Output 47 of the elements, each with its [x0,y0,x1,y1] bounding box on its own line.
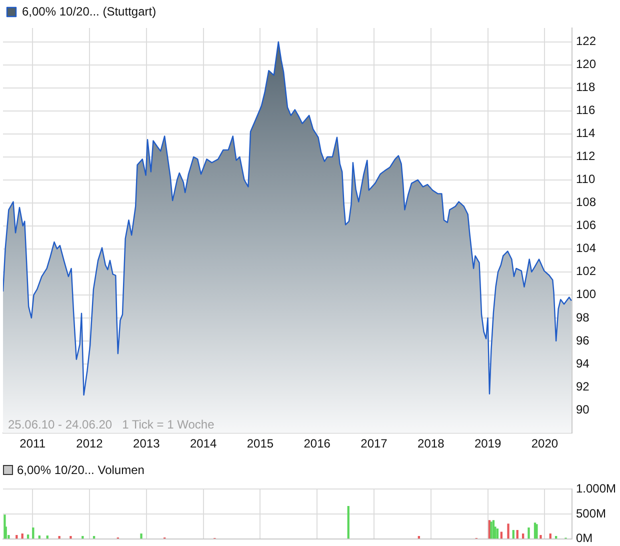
y-tick-label: 92 [576,379,590,394]
y-tick-label: 104 [576,241,596,256]
y-tick-label: 100 [576,287,596,302]
bar [522,534,524,539]
chart-title: 6,00% 10/20... Volumen [17,463,144,477]
y-tick-label: 110 [576,172,596,186]
bar [21,534,24,539]
x-tick-label: 2017 [360,436,388,451]
bar [70,536,72,539]
y-tick-label: 116 [576,103,596,118]
x-tick-label: 2016 [304,436,331,451]
x-tick-label: 2015 [246,436,274,451]
bar [507,524,510,539]
y-tick-label: 1.000M [576,482,616,496]
y-tick-label: 122 [576,34,596,48]
bar [32,528,34,539]
x-tick-label: 2018 [418,436,445,451]
x-tick-label: 2020 [531,436,558,451]
legend-label: 6,00% 10/20... (Stuttgart) [22,4,156,18]
annotation: 25.06.10 - 24.06.20 1 Tick = 1 Woche [8,417,215,432]
bar [512,530,514,539]
x-tick-label: 2013 [133,436,160,451]
bar [528,528,530,539]
y-tick-label: 96 [576,333,590,348]
bar [516,530,518,539]
y-tick-label: 94 [576,356,590,370]
y-tick-label: 114 [576,126,596,140]
x-tick-label: 2012 [76,436,104,451]
bar [16,535,18,539]
bar [549,534,552,539]
y-tick-label: 98 [576,310,590,324]
y-tick-label: 500M [576,506,606,520]
bar [140,534,142,539]
bar [347,506,350,539]
y-tick-label: 112 [576,149,596,164]
x-tick-label: 2014 [190,436,217,451]
y-tick-label: 90 [576,402,590,416]
y-tick-label: 108 [576,195,596,210]
bar [540,535,542,539]
x-tick-label: 2011 [20,436,46,451]
y-tick-label: 118 [576,80,596,94]
y-tick-label: 106 [576,218,596,232]
bar [496,528,499,539]
y-tick-label: 0M [576,531,593,546]
y-tick-label: 120 [576,57,596,72]
x-tick-label: 2019 [474,436,502,451]
y-tick-label: 102 [576,264,596,278]
